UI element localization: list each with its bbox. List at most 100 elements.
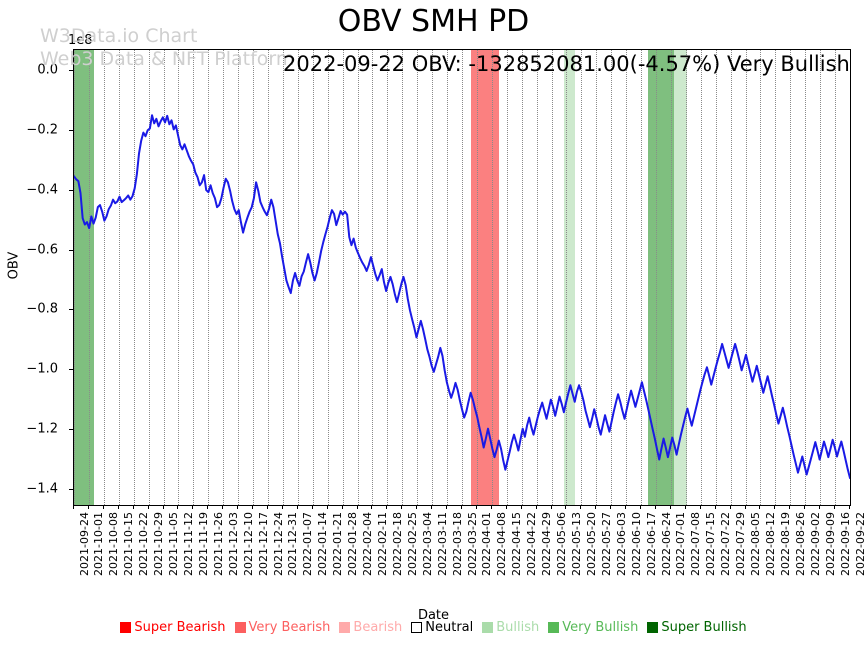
x-tick-label: 2022-04-29: [540, 512, 554, 576]
x-gridline: [133, 50, 135, 505]
x-tick-mark: [804, 505, 806, 509]
x-tick-mark: [759, 505, 761, 509]
y-tick-label: −1.4: [26, 481, 58, 497]
x-gridline: [253, 50, 255, 505]
x-tick-mark: [849, 505, 850, 509]
legend-entry[interactable]: Bearish: [339, 620, 402, 635]
legend-entry[interactable]: Bullish: [482, 620, 539, 635]
x-tick-mark: [102, 505, 104, 509]
x-tick-mark: [595, 505, 597, 509]
x-gridline: [536, 50, 538, 505]
x-tick-label: 2022-03-25: [465, 512, 479, 576]
y-tick-mark: [69, 309, 73, 311]
x-tick-mark: [162, 505, 164, 509]
legend-entry[interactable]: Very Bearish: [234, 620, 330, 635]
x-tick-label: 2022-06-10: [629, 512, 643, 576]
x-tick-label: 2022-05-27: [599, 512, 613, 576]
x-gridline: [715, 50, 717, 505]
x-gridline: [476, 50, 478, 505]
x-gridline: [357, 50, 359, 505]
x-gridline: [297, 50, 299, 505]
x-tick-mark: [267, 505, 268, 509]
x-gridline: [208, 50, 210, 505]
x-tick-label: 2022-09-02: [808, 512, 822, 576]
legend-label: Super Bullish: [661, 620, 747, 635]
x-gridline: [656, 50, 657, 505]
x-tick-mark: [550, 505, 552, 509]
x-gridline: [193, 50, 195, 505]
x-tick-mark: [789, 505, 791, 509]
x-gridline: [342, 50, 344, 505]
signal-band: [674, 50, 688, 505]
x-tick-label: 2022-02-25: [405, 512, 419, 576]
x-tick-label: 2021-12-31: [286, 512, 300, 576]
x-tick-mark: [819, 505, 821, 509]
x-tick-mark: [684, 505, 686, 509]
legend-swatch-icon: [339, 622, 351, 633]
x-tick-label: 2022-08-19: [778, 512, 792, 576]
x-tick-mark: [490, 505, 492, 509]
x-tick-label: 2021-09-24: [77, 512, 91, 576]
x-tick-label: 2022-01-07: [301, 512, 315, 576]
x-gridline: [551, 50, 553, 505]
y-tick-mark: [69, 249, 73, 251]
x-tick-mark: [744, 505, 746, 509]
x-tick-mark: [729, 505, 731, 509]
legend-label: Very Bullish: [562, 620, 639, 635]
x-tick-mark: [73, 505, 74, 509]
x-gridline: [850, 50, 851, 505]
legend-swatch-icon: [120, 622, 132, 633]
x-tick-mark: [192, 505, 194, 509]
x-tick-label: 2022-02-04: [361, 512, 375, 576]
x-tick-label: 2022-01-14: [316, 512, 330, 576]
x-tick-label: 2022-04-15: [510, 512, 524, 576]
x-gridline: [148, 50, 150, 505]
x-tick-mark: [431, 505, 433, 509]
y-tick-label: 0.0: [37, 62, 58, 78]
x-gridline: [178, 50, 180, 505]
legend-entry[interactable]: Super Bullish: [647, 620, 747, 635]
x-tick-mark: [252, 505, 254, 509]
x-gridline: [566, 50, 568, 505]
x-gridline: [835, 50, 837, 505]
x-tick-mark: [625, 505, 627, 509]
x-tick-label: 2022-03-11: [435, 512, 449, 576]
legend-swatch-icon: [482, 622, 494, 633]
x-tick-label: 2021-12-03: [226, 512, 240, 576]
y-tick-label: −0.2: [26, 122, 58, 138]
x-tick-mark: [610, 505, 612, 509]
x-gridline: [327, 50, 329, 505]
legend-entry[interactable]: Neutral: [411, 620, 473, 635]
x-tick-label: 2022-05-20: [584, 512, 598, 576]
x-gridline: [641, 50, 643, 505]
x-tick-label: 2022-04-01: [480, 512, 494, 576]
x-tick-label: 2022-07-08: [689, 512, 703, 576]
x-gridline: [775, 50, 777, 505]
x-tick-label: 2022-09-16: [838, 512, 852, 576]
x-tick-mark: [520, 505, 522, 509]
x-tick-label: 2021-10-22: [137, 512, 151, 576]
x-gridline: [462, 50, 463, 505]
x-tick-label: 2022-06-03: [614, 512, 628, 576]
legend-entry[interactable]: Very Bullish: [548, 620, 638, 635]
x-tick-label: 2021-11-19: [196, 512, 210, 576]
x-tick-mark: [401, 505, 403, 509]
y-tick-mark: [69, 69, 73, 71]
x-tick-mark: [177, 505, 179, 509]
x-tick-label: 2021-10-29: [152, 512, 166, 576]
x-gridline: [745, 50, 747, 505]
x-tick-mark: [386, 505, 388, 509]
obv-polyline: [74, 114, 850, 480]
x-tick-mark: [461, 505, 462, 509]
x-gridline: [417, 50, 419, 505]
x-tick-label: 2022-05-06: [555, 512, 569, 576]
x-tick-mark: [565, 505, 567, 509]
x-tick-mark: [147, 505, 149, 509]
y-tick-mark: [69, 189, 73, 191]
x-tick-label: 2022-08-12: [763, 512, 777, 576]
legend-entry[interactable]: Super Bearish: [120, 620, 226, 635]
x-tick-label: 2022-07-29: [734, 512, 748, 576]
x-tick-label: 2022-04-08: [495, 512, 509, 576]
y-tick-mark: [69, 369, 73, 371]
legend-label: Bearish: [353, 620, 403, 635]
